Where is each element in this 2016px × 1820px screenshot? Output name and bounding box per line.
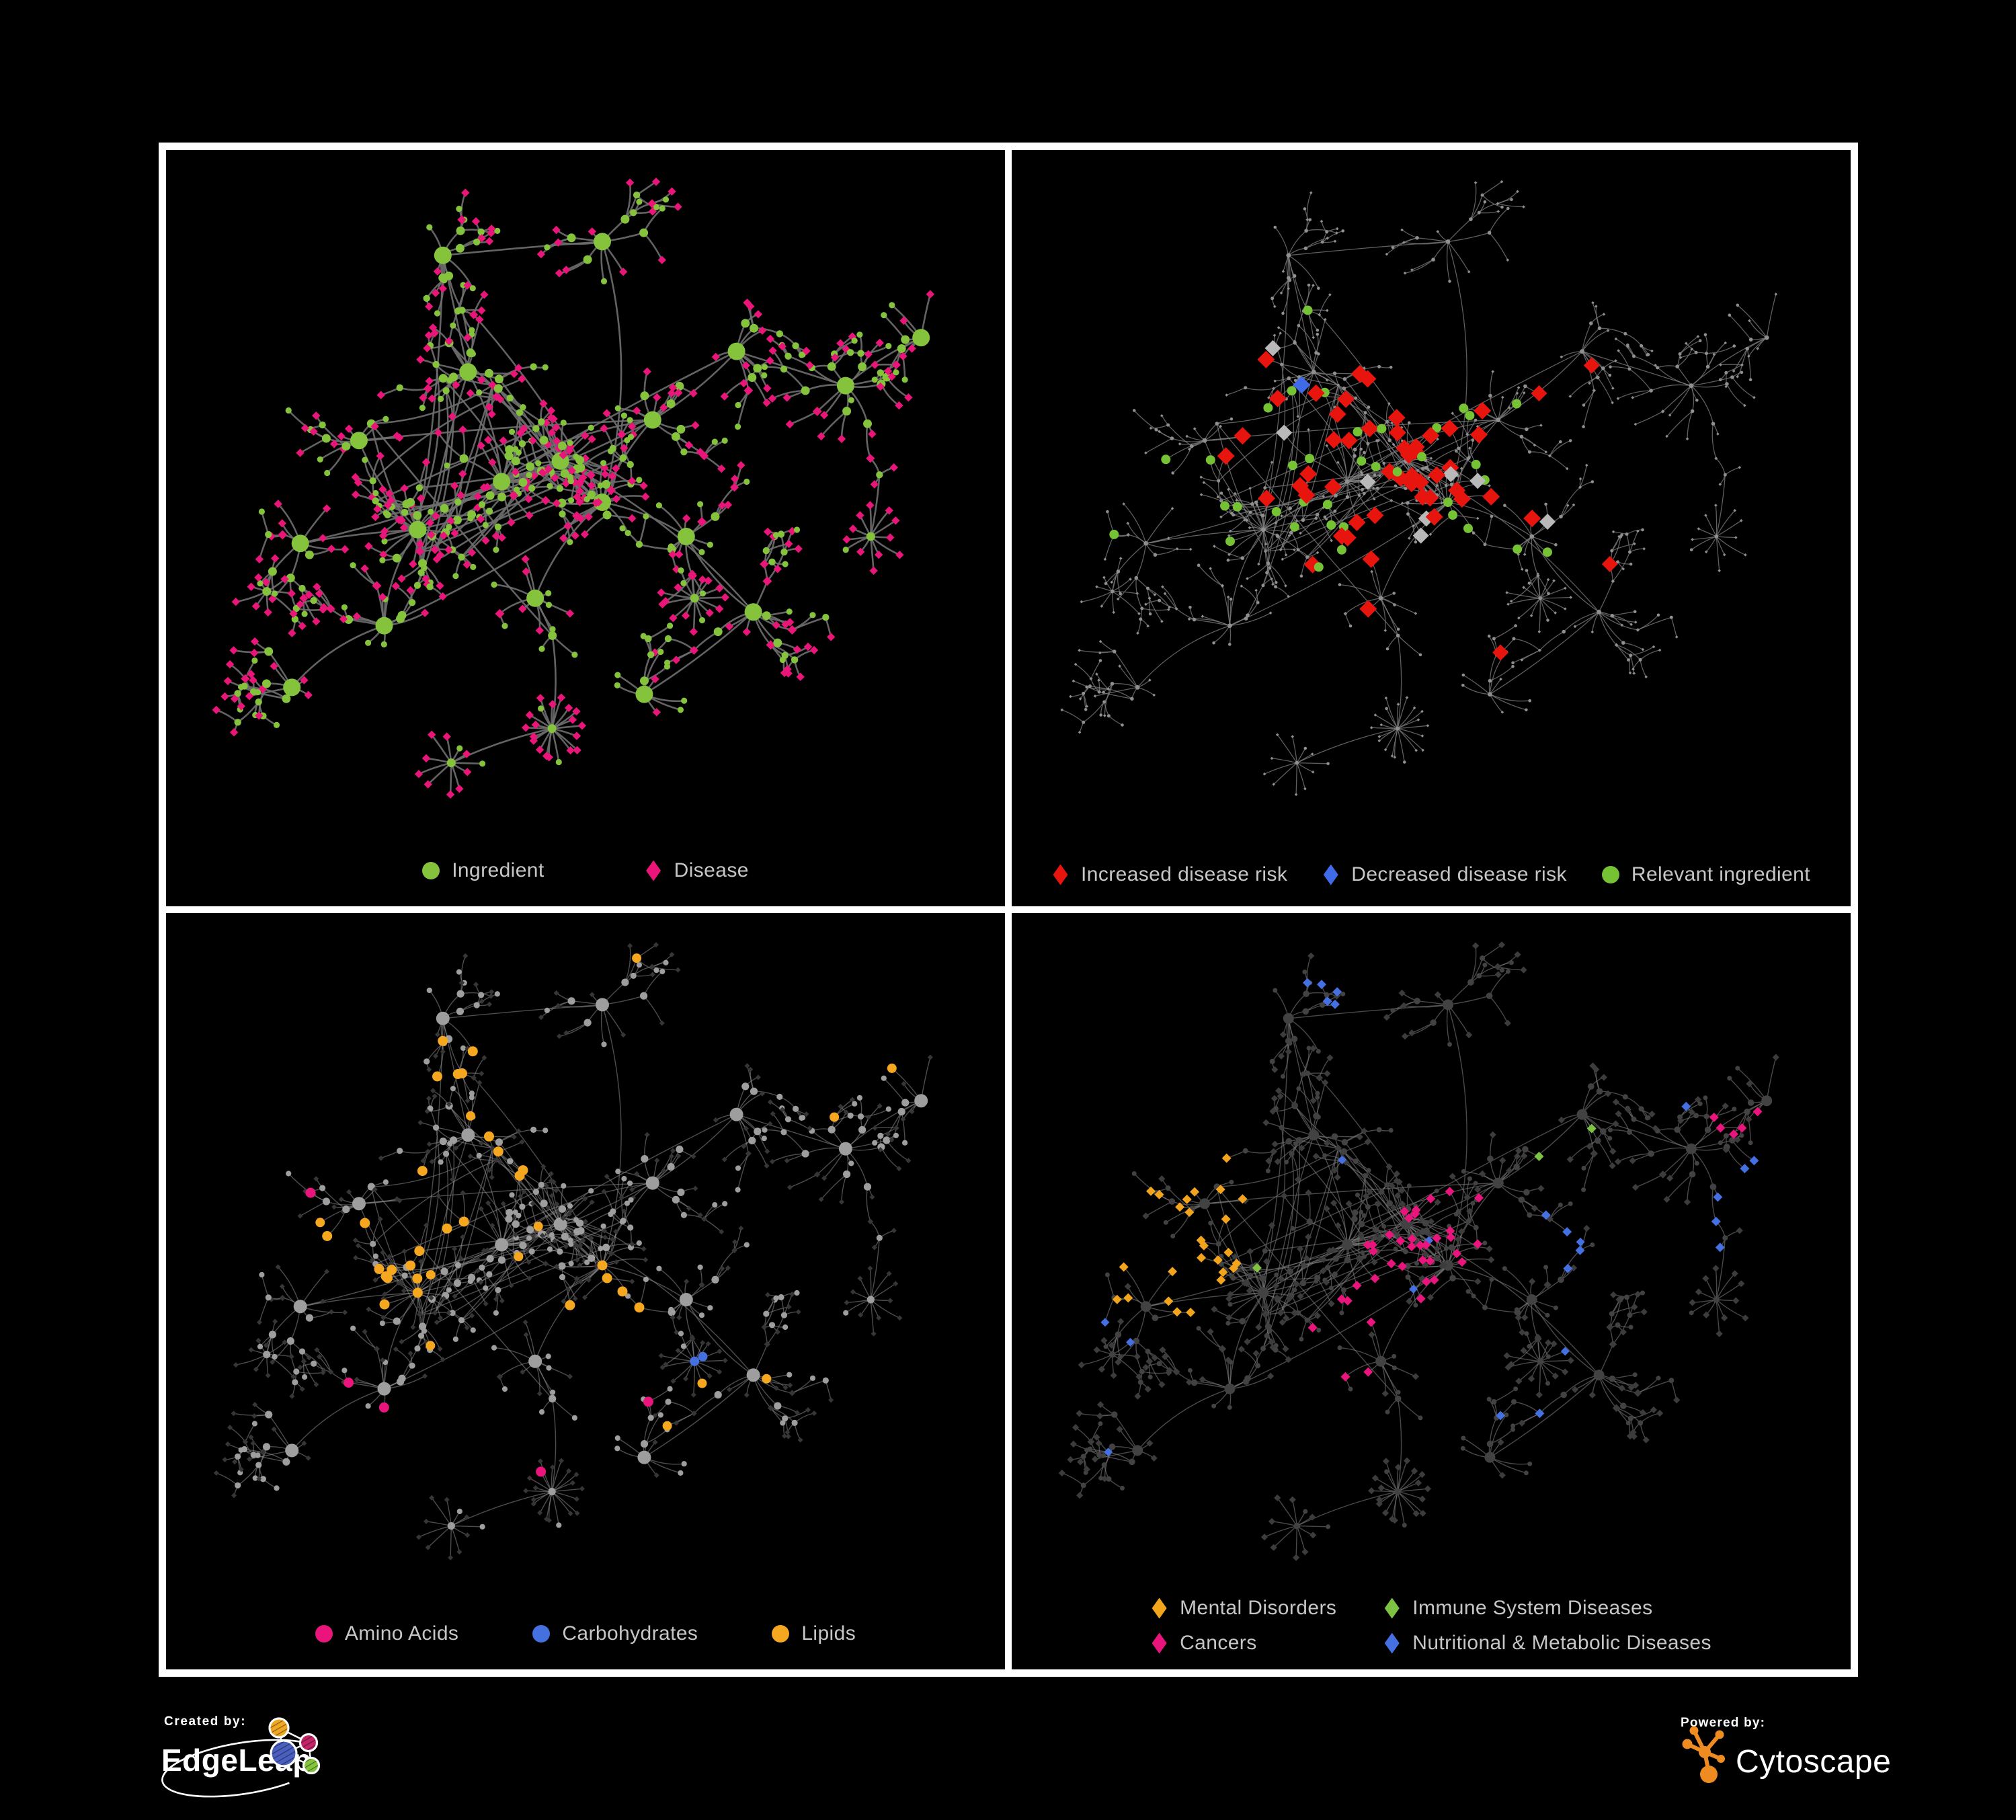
legend-label: Decreased disease risk [1351, 863, 1567, 885]
legend-item: Increased disease risk [1052, 863, 1287, 886]
legend-item: Relevant ingredient [1601, 863, 1810, 886]
legend-label: Ingredient [452, 859, 545, 881]
legend-swatch-circle-icon [315, 1625, 333, 1643]
network-graph-1 [212, 177, 934, 799]
legend-item: Carbohydrates [532, 1622, 698, 1645]
powered-by-label: Powered by: [1681, 1716, 1765, 1730]
legend-item: Lipids [772, 1622, 856, 1645]
cytoscape-brand-block: Powered by: Cytoscape [1681, 1716, 1891, 1783]
legend-item: Decreased disease risk [1322, 863, 1567, 886]
legend-label: Increased disease risk [1081, 863, 1288, 885]
graph-edges [216, 181, 932, 795]
network-graph-2 [1060, 180, 1778, 796]
legend-1: Ingredient Disease [166, 859, 1005, 882]
panel-grid: Ingredient Disease Increased disease risk… [163, 147, 1854, 1673]
graph-edges [216, 944, 931, 1558]
legend-item: Ingredient [422, 859, 544, 882]
legend-label: Carbohydrates [562, 1622, 698, 1645]
network-graph-4 [1058, 941, 1779, 1561]
legend-swatch-diamond-icon [646, 860, 661, 881]
legend-2: Increased disease risk Decreased disease … [1012, 863, 1851, 886]
legend-swatch-circle-icon [422, 862, 440, 879]
legend-swatch-diamond-icon [1323, 864, 1338, 885]
legend-swatch-circle-icon [532, 1625, 551, 1643]
graph-nodes [213, 942, 933, 1560]
legend-4: Mental Disorders Immune System Diseases Ca… [1151, 1597, 1711, 1655]
network-panel-ingredient-disease: Ingredient Disease [163, 147, 1008, 910]
legend-item: Amino Acids [315, 1622, 458, 1645]
graph-nodes [1060, 180, 1778, 796]
legend-swatch-diamond-icon [1152, 1597, 1167, 1619]
graph-nodes [212, 177, 934, 799]
cytoscape-logo-icon [1682, 1726, 1725, 1783]
legend-item: Nutritional & Metabolic Diseases [1383, 1632, 1711, 1655]
legend-label: Amino Acids [344, 1622, 459, 1645]
cytoscape-brand: Cytoscape [1736, 1744, 1891, 1780]
legend-label: Mental Disorders [1180, 1597, 1337, 1619]
network-panel-disease-risk: Increased disease risk Decreased disease … [1008, 147, 1854, 910]
graph-edges [1061, 944, 1777, 1558]
legend-label: Disease [674, 859, 749, 881]
legend-item: Immune System Diseases [1383, 1597, 1711, 1620]
legend-swatch-diamond-icon [1384, 1632, 1400, 1654]
legend-label: Cancers [1180, 1632, 1257, 1654]
edgeleap-brand-block: Created by: EdgeLeap [161, 1714, 325, 1798]
legend-item: Disease [645, 859, 749, 882]
edgeleap-logo-icon [161, 1717, 325, 1798]
legend-label: Immune System Diseases [1412, 1597, 1653, 1619]
legend-label: Nutritional & Metabolic Diseases [1412, 1632, 1711, 1654]
legend-label: Lipids [801, 1622, 856, 1645]
legend-swatch-diamond-icon [1384, 1597, 1400, 1619]
legend-swatch-diamond-icon [1053, 864, 1068, 885]
network-graph-3 [213, 942, 933, 1560]
legend-swatch-diamond-icon [1152, 1632, 1167, 1654]
legend-label: Relevant ingredient [1631, 863, 1810, 885]
graph-nodes [1058, 941, 1779, 1561]
created-by-label: Created by: [164, 1714, 246, 1729]
legend-item: Mental Disorders [1151, 1597, 1336, 1620]
network-panel-ingredient-classes: Amino Acids Carbohydrates Lipids [163, 910, 1008, 1673]
legend-item: Cancers [1151, 1632, 1336, 1655]
legend-3: Amino Acids Carbohydrates Lipids [166, 1622, 1005, 1645]
legend-swatch-circle-icon [1601, 866, 1619, 883]
legend-swatch-circle-icon [772, 1625, 790, 1643]
network-panel-disease-categories: Mental Disorders Immune System Diseases Ca… [1008, 910, 1854, 1673]
